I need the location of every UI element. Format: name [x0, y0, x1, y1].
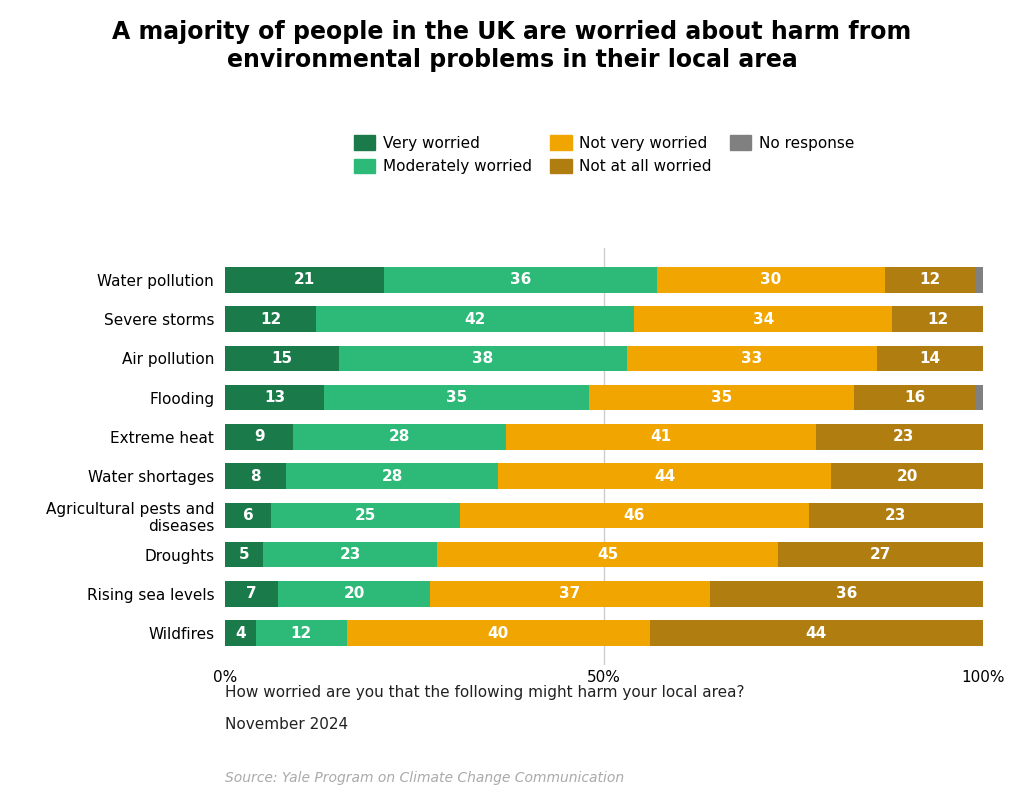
Text: 23: 23 — [885, 508, 906, 523]
Bar — [589, 385, 854, 410]
Bar — [225, 268, 384, 292]
Text: 20: 20 — [343, 586, 365, 602]
Bar — [225, 346, 339, 371]
Legend: Very worried, Moderately worried, Not very worried, Not at all worried, No respo: Very worried, Moderately worried, Not ve… — [354, 135, 854, 174]
Text: 4: 4 — [236, 626, 246, 641]
Bar — [976, 268, 983, 292]
Bar — [809, 503, 983, 528]
Bar — [816, 425, 990, 449]
Text: 46: 46 — [624, 508, 645, 523]
Bar — [430, 582, 711, 606]
Text: 13: 13 — [264, 390, 285, 405]
Text: 12: 12 — [920, 272, 941, 288]
Text: 45: 45 — [597, 547, 618, 562]
Bar — [256, 621, 346, 646]
Bar — [225, 307, 316, 332]
Bar — [657, 268, 885, 292]
Text: 12: 12 — [260, 312, 282, 327]
Bar — [498, 464, 831, 489]
Bar — [976, 385, 983, 410]
Text: 21: 21 — [294, 272, 315, 288]
Text: 34: 34 — [753, 312, 774, 327]
Bar — [316, 307, 635, 332]
Bar — [885, 268, 976, 292]
Text: 16: 16 — [904, 390, 926, 405]
Text: How worried are you that the following might harm your local area?: How worried are you that the following m… — [225, 685, 744, 700]
Bar — [225, 425, 294, 449]
Bar — [778, 542, 983, 567]
Bar — [627, 346, 877, 371]
Bar — [990, 425, 998, 449]
Text: 41: 41 — [650, 429, 672, 445]
Text: 23: 23 — [893, 429, 914, 445]
Text: 28: 28 — [381, 469, 402, 484]
Bar — [892, 307, 983, 332]
Text: 28: 28 — [389, 429, 411, 445]
Text: 12: 12 — [291, 626, 311, 641]
Bar — [270, 503, 460, 528]
Text: 14: 14 — [920, 351, 941, 366]
Text: 9: 9 — [254, 429, 264, 445]
Text: 25: 25 — [354, 508, 376, 523]
Text: A majority of people in the UK are worried about harm from
environmental problem: A majority of people in the UK are worri… — [113, 20, 911, 72]
Bar — [294, 425, 506, 449]
Text: 42: 42 — [465, 312, 486, 327]
Bar — [854, 385, 976, 410]
Text: November 2024: November 2024 — [225, 717, 348, 732]
Text: 8: 8 — [250, 469, 261, 484]
Bar — [506, 425, 816, 449]
Text: 5: 5 — [239, 547, 250, 562]
Bar — [649, 621, 983, 646]
Text: 27: 27 — [870, 547, 892, 562]
Bar — [279, 582, 430, 606]
Text: Source: Yale Program on Climate Change Communication: Source: Yale Program on Climate Change C… — [225, 771, 625, 784]
Bar — [225, 385, 324, 410]
Text: 36: 36 — [836, 586, 857, 602]
Text: 12: 12 — [927, 312, 948, 327]
Bar — [225, 503, 270, 528]
Text: 37: 37 — [559, 586, 581, 602]
Bar — [225, 621, 256, 646]
Text: 40: 40 — [487, 626, 509, 641]
Bar — [437, 542, 778, 567]
Text: 6: 6 — [243, 508, 253, 523]
Bar — [225, 582, 279, 606]
Bar — [286, 464, 498, 489]
Bar — [324, 385, 589, 410]
Text: 7: 7 — [247, 586, 257, 602]
Bar — [460, 503, 809, 528]
Bar — [831, 464, 983, 489]
Bar — [263, 542, 437, 567]
Bar — [225, 542, 263, 567]
Bar — [225, 464, 286, 489]
Text: 44: 44 — [654, 469, 676, 484]
Bar — [877, 346, 983, 371]
Bar — [339, 346, 627, 371]
Text: 23: 23 — [340, 547, 361, 562]
Text: 33: 33 — [741, 351, 763, 366]
Text: 35: 35 — [711, 390, 732, 405]
Text: 30: 30 — [760, 272, 781, 288]
Text: 20: 20 — [897, 469, 918, 484]
Bar — [711, 582, 983, 606]
Text: 15: 15 — [271, 351, 293, 366]
Text: 36: 36 — [510, 272, 531, 288]
Bar — [384, 268, 657, 292]
Text: 35: 35 — [445, 390, 467, 405]
Text: 44: 44 — [806, 626, 827, 641]
Bar — [635, 307, 892, 332]
Text: 38: 38 — [472, 351, 494, 366]
Bar — [346, 621, 649, 646]
